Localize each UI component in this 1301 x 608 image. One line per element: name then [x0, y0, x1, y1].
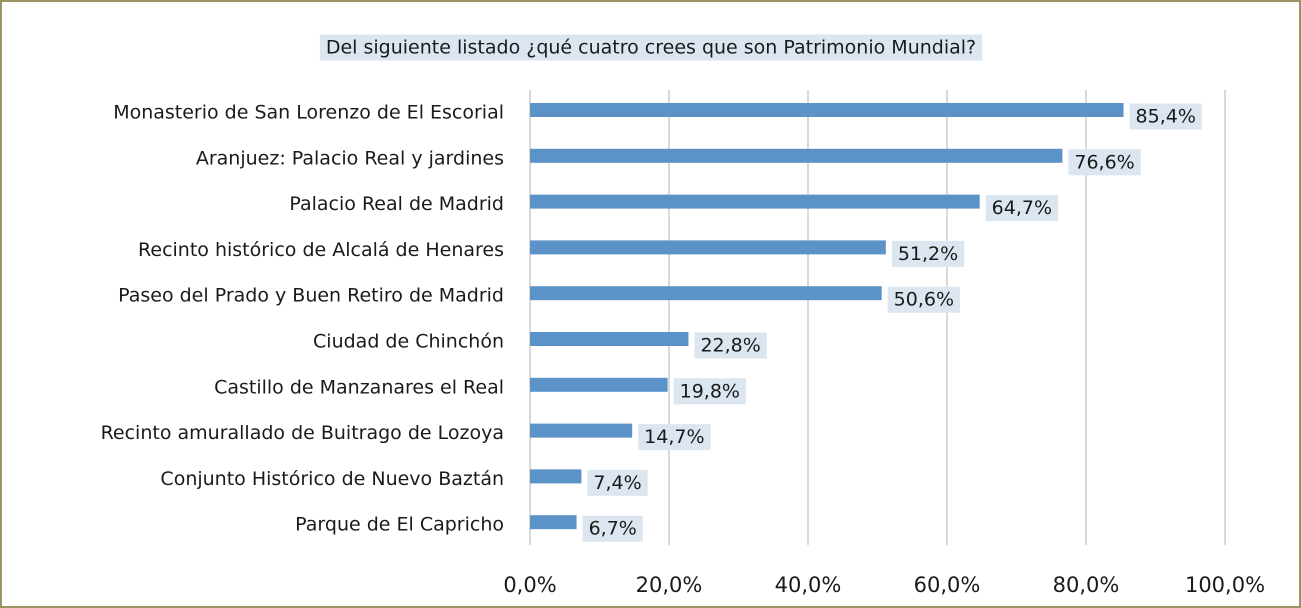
bar [530, 515, 577, 530]
x-tick-label: 0,0% [503, 573, 556, 597]
value-label: 22,8% [700, 335, 760, 357]
bar [530, 332, 689, 346]
label-background [891, 240, 965, 267]
y-tick-label: Castillo de Manzanares el Real [214, 376, 504, 398]
value-label: 64,7% [992, 197, 1052, 219]
bar [530, 423, 633, 438]
x-tick-label: 60,0% [914, 573, 981, 597]
value-label: 85,4% [1136, 106, 1196, 128]
bar [530, 103, 1124, 117]
value-label: 7,4% [593, 472, 641, 494]
label-background [887, 286, 961, 313]
label-background [673, 378, 746, 405]
label-background [694, 332, 767, 359]
value-label: 51,2% [898, 243, 958, 265]
label-background [638, 424, 711, 451]
bar [530, 469, 582, 484]
y-tick-label: Parque de El Capricho [295, 514, 504, 536]
value-label: 19,8% [680, 380, 740, 402]
value-label: 14,7% [644, 426, 704, 448]
value-label: 6,7% [589, 518, 637, 540]
value-label: 50,6% [894, 289, 954, 311]
chart-title: Del siguiente listado ¿qué cuatro crees … [326, 37, 976, 59]
y-tick-label: Palacio Real de Madrid [289, 193, 504, 215]
x-tick-label: 40,0% [775, 573, 842, 597]
label-background [985, 195, 1059, 222]
x-tick-label: 20,0% [636, 573, 703, 597]
y-tick-label: Aranjuez: Palacio Real y jardines [196, 147, 504, 169]
label-background [319, 34, 983, 61]
y-tick-label: Ciudad de Chinchón [313, 331, 504, 353]
y-tick-label: Recinto amurallado de Buitrago de Lozoya [101, 422, 504, 444]
y-tick-label: Monasterio de San Lorenzo de El Escorial [113, 102, 504, 124]
label-background [582, 515, 643, 542]
bar [530, 240, 886, 255]
bar [530, 286, 882, 301]
y-tick-label: Paseo del Prado y Buen Retiro de Madrid [118, 285, 504, 307]
x-tick-label: 100,0% [1185, 573, 1265, 597]
bar [530, 377, 668, 392]
label-background [587, 469, 648, 496]
y-tick-label: Recinto histórico de Alcalá de Henares [138, 239, 504, 261]
value-label: 76,6% [1074, 151, 1134, 173]
label-background [1068, 149, 1141, 176]
bar [530, 194, 980, 209]
bar [530, 148, 1063, 163]
label-background [1129, 103, 1202, 130]
x-tick-label: 80,0% [1053, 573, 1120, 597]
y-tick-label: Conjunto Histórico de Nuevo Baztán [160, 468, 504, 490]
